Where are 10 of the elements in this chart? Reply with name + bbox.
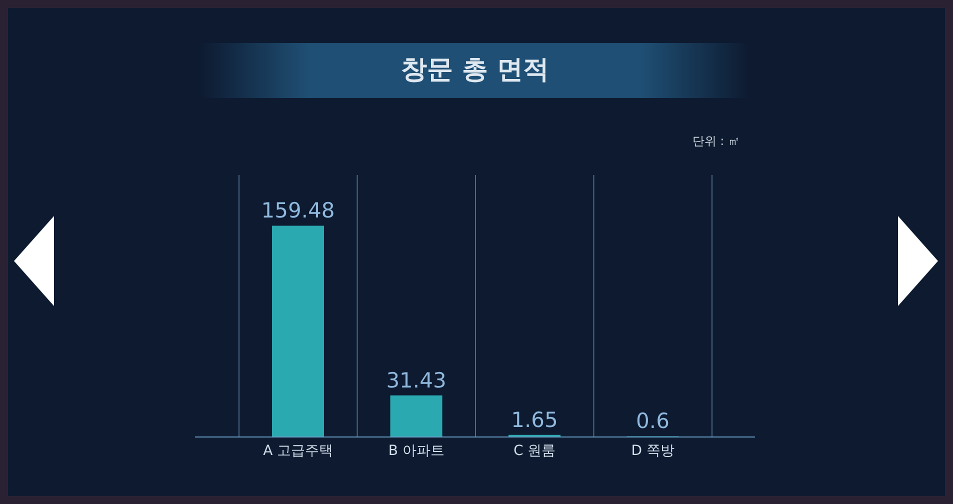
x-tick-label: C 원룸 — [514, 442, 556, 459]
x-tick-label: B 아파트 — [388, 442, 444, 459]
data-label: 1.65 — [511, 408, 558, 432]
data-label: 31.43 — [386, 368, 446, 392]
data-label: 0.6 — [636, 409, 670, 434]
data-label: 159.48 — [261, 198, 335, 223]
x-tick-label: D 쪽방 — [631, 442, 674, 459]
chart-title: 창문 총 면적 — [400, 54, 550, 87]
text: 단위 : ㎡ — [692, 133, 740, 150]
x-tick-label: A 고급주택 — [263, 442, 334, 459]
